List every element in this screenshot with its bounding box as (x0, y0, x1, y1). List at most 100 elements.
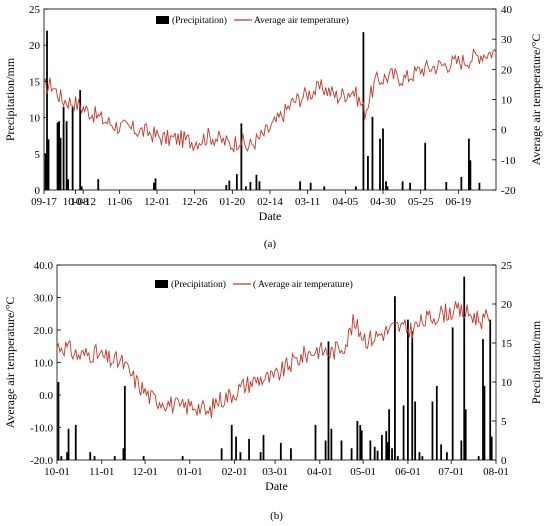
precip-bar (89, 452, 92, 460)
left-axis-tick-label: 20.0 (34, 325, 54, 337)
precip-bar (478, 182, 481, 190)
precip-bar (424, 142, 427, 190)
right-axis-tick-label: 20 (501, 64, 513, 76)
precip-bar (451, 327, 454, 460)
precip-bar (464, 409, 467, 460)
precip-bar (340, 440, 343, 460)
legend-bar-swatch (155, 280, 168, 288)
left-axis-tick-label: 25 (29, 4, 41, 16)
precip-bar (248, 438, 250, 460)
x-axis-title: Date (265, 479, 288, 493)
precip-bar (467, 138, 470, 190)
x-axis-tick-label: 03-11 (295, 196, 320, 208)
x-axis-tick-label: 11-06 (107, 196, 133, 208)
precip-bar (483, 385, 486, 460)
precip-bar (385, 181, 387, 190)
precip-bar (394, 296, 396, 460)
x-axis-tick-label: 04-05 (332, 196, 358, 208)
left-axis-tick-label: 10.0 (34, 358, 54, 370)
right-axis-tick-label: -10 (501, 155, 516, 167)
x-axis-tick-label: 01-20 (219, 196, 245, 208)
right-axis-tick-label: 20 (501, 299, 513, 311)
left-axis-title: Average air temperature/°C (3, 297, 17, 429)
x-axis-tick-label: 02-01 (222, 466, 248, 478)
precip-bar (220, 448, 223, 460)
precip-bar (255, 174, 258, 190)
precip-bar (354, 186, 357, 190)
precip-bar (369, 440, 372, 460)
x-axis-tick-label: 08-01 (483, 466, 509, 478)
precip-bar (379, 138, 381, 190)
precip-bar (401, 181, 404, 190)
precip-bar (58, 121, 60, 190)
precip-bar (323, 186, 326, 190)
precip-bar (381, 435, 383, 460)
precip-bar (240, 123, 243, 190)
precip-bar (249, 182, 252, 190)
precip-bar (330, 428, 333, 460)
x-axis-tick-label: 12-01 (144, 196, 170, 208)
left-axis-tick-label: -10.0 (30, 423, 53, 435)
precip-bar (385, 431, 388, 460)
legend-bar-label: (Precipitation) (172, 15, 227, 26)
precip-bar (489, 319, 492, 460)
precip-bar (371, 116, 374, 190)
precip-bar (235, 174, 238, 190)
precip-bar (350, 448, 353, 460)
precip-bar (446, 452, 448, 460)
precip-bar (327, 341, 330, 460)
precip-bar (123, 385, 126, 460)
precip-bar (324, 440, 327, 460)
legend-bar-swatch (156, 16, 169, 24)
precip-bar (396, 456, 399, 460)
x-axis-tick-label: 05-25 (408, 196, 434, 208)
precip-bar (386, 442, 389, 460)
precip-bar (66, 452, 69, 460)
x-axis-tick-label: 10-01 (44, 466, 70, 478)
precip-bar (431, 401, 434, 460)
left-axis-tick-label: 15 (29, 76, 41, 88)
precip-bar (47, 139, 50, 190)
right-axis-tick-label: 15 (501, 338, 513, 350)
precip-bar (228, 180, 231, 190)
panel-a-chart: 0 5 10 15 20 25 -20 -10 0 10 20 30 40 09-17 10-0810-12… (3, 4, 543, 250)
x-axis-tick-label: 09-17 (31, 196, 57, 208)
x-axis-tick-label: 01-01 (177, 466, 203, 478)
precip-bar (469, 160, 472, 190)
x-axis-tick-label: 02-14 (257, 196, 283, 208)
precip-bar (299, 181, 302, 190)
precip-bar (74, 424, 77, 460)
precip-bar (402, 405, 405, 460)
precip-bar (373, 446, 376, 460)
precip-bar (360, 430, 363, 460)
x-axis-tick-label: 03-01 (262, 466, 288, 478)
precip-bar (67, 179, 70, 190)
left-axis-tick-label: 10 (29, 113, 41, 125)
right-axis-tick-label: 10 (501, 95, 513, 107)
x-axis-tick-label: 12-26 (182, 196, 208, 208)
x-axis-tick-label: 12-01 (132, 466, 158, 478)
precip-bar (367, 155, 369, 190)
precip-bar (386, 186, 389, 190)
x-axis-tick-label: 07-01 (438, 466, 464, 478)
precip-bar (46, 30, 48, 190)
precip-bar (244, 186, 247, 190)
left-axis-tick-label: 0 (35, 185, 41, 197)
x-axis-tick-label: 11-01 (89, 466, 114, 478)
precip-bar (181, 456, 184, 460)
precip-bar (71, 106, 74, 190)
left-axis-tick-label: 40.0 (34, 260, 54, 272)
precip-bar (477, 456, 480, 460)
panel-caption: (b) (270, 510, 283, 522)
x-axis-tick-label: 10-12 (70, 196, 96, 208)
precip-bar (388, 409, 391, 460)
right-axis-tick-label: 5 (501, 416, 507, 428)
left-axis-tick-label: 20 (29, 40, 41, 52)
precip-bar (142, 456, 145, 460)
left-axis-tick-label: -20.0 (30, 455, 53, 467)
legend-bar-label: (Precipitation) (171, 279, 226, 290)
precip-bar (414, 401, 417, 460)
left-axis-tick-label: 5 (35, 149, 41, 161)
right-axis-title: Precipitation/mm (529, 320, 543, 404)
precip-bar (411, 331, 414, 460)
